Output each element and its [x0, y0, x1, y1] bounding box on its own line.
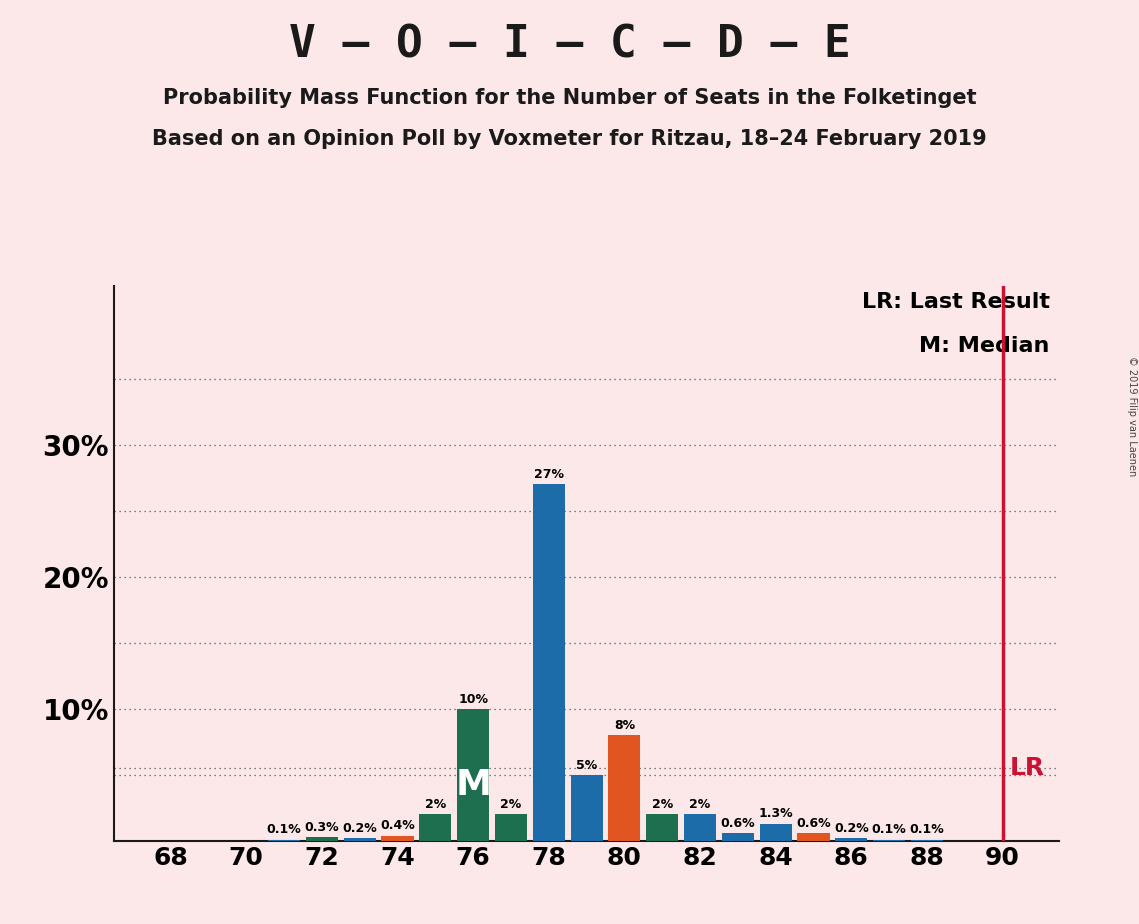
- Text: 8%: 8%: [614, 719, 634, 732]
- Text: 0.1%: 0.1%: [910, 823, 944, 836]
- Text: M: Median: M: Median: [919, 336, 1050, 357]
- Text: 0.3%: 0.3%: [304, 821, 339, 833]
- Text: 0.2%: 0.2%: [343, 822, 377, 835]
- Text: V – O – I – C – D – E: V – O – I – C – D – E: [288, 23, 851, 67]
- Text: 5%: 5%: [576, 759, 597, 772]
- Text: 2%: 2%: [500, 798, 522, 811]
- Bar: [305, 837, 338, 841]
- Text: LR: LR: [1009, 756, 1044, 780]
- Bar: [457, 709, 490, 841]
- Bar: [571, 775, 603, 841]
- Text: 0.4%: 0.4%: [380, 820, 415, 833]
- Bar: [268, 840, 301, 841]
- Bar: [494, 814, 527, 841]
- Bar: [722, 833, 754, 841]
- Text: 10%: 10%: [458, 693, 489, 706]
- Text: 27%: 27%: [534, 468, 564, 481]
- Bar: [683, 814, 716, 841]
- Bar: [382, 835, 413, 841]
- Text: M: M: [456, 769, 491, 802]
- Text: LR: Last Result: LR: Last Result: [862, 292, 1050, 312]
- Bar: [760, 823, 792, 841]
- Bar: [797, 833, 829, 841]
- Text: 2%: 2%: [689, 798, 711, 811]
- Text: 2%: 2%: [652, 798, 673, 811]
- Text: 0.1%: 0.1%: [267, 823, 302, 836]
- Bar: [419, 814, 451, 841]
- Text: 2%: 2%: [425, 798, 446, 811]
- Text: 1.3%: 1.3%: [759, 808, 793, 821]
- Bar: [835, 838, 868, 841]
- Text: Based on an Opinion Poll by Voxmeter for Ritzau, 18–24 February 2019: Based on an Opinion Poll by Voxmeter for…: [153, 129, 986, 150]
- Bar: [533, 484, 565, 841]
- Bar: [872, 840, 906, 841]
- Text: Probability Mass Function for the Number of Seats in the Folketinget: Probability Mass Function for the Number…: [163, 88, 976, 108]
- Bar: [608, 736, 640, 841]
- Text: 0.6%: 0.6%: [796, 817, 830, 830]
- Bar: [911, 840, 943, 841]
- Text: 0.1%: 0.1%: [871, 823, 907, 836]
- Text: 0.2%: 0.2%: [834, 822, 869, 835]
- Text: © 2019 Filip van Laenen: © 2019 Filip van Laenen: [1126, 356, 1137, 476]
- Bar: [646, 814, 679, 841]
- Bar: [344, 838, 376, 841]
- Text: 0.6%: 0.6%: [721, 817, 755, 830]
